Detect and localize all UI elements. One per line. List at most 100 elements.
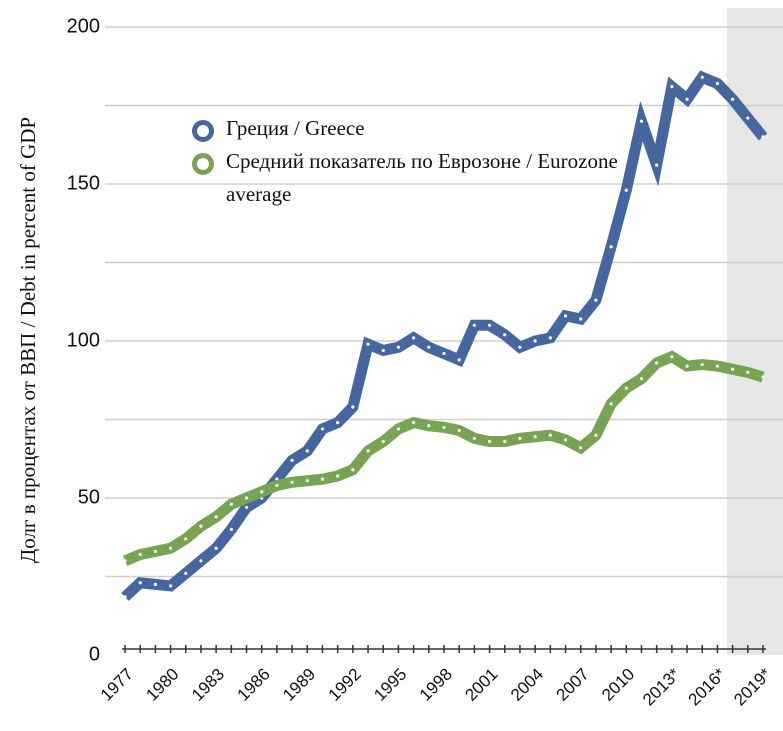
point-dot [123, 595, 127, 599]
point-dot [351, 468, 355, 472]
point-dot [533, 339, 537, 343]
x-tick-label: 1989 [279, 665, 319, 705]
point-dot [685, 97, 689, 101]
point-dot [351, 405, 355, 409]
x-tick-label: 1980 [142, 665, 182, 705]
point-dot [548, 336, 552, 340]
point-dot [184, 537, 188, 541]
point-dot [761, 135, 765, 139]
y-tick-label: 0 [89, 643, 100, 665]
point-dot [290, 458, 294, 462]
point-dot [442, 351, 446, 356]
point-dot [563, 438, 568, 442]
point-dot [153, 549, 157, 553]
x-tick-label: 2016* [685, 664, 730, 709]
point-dot [472, 436, 476, 440]
x-tick-label: 2010 [598, 665, 638, 705]
point-dot [184, 571, 188, 575]
point-dot [381, 439, 385, 444]
point-dot [412, 336, 416, 340]
point-dot [487, 439, 492, 444]
point-dot [731, 97, 735, 101]
point-dot [336, 474, 340, 478]
point-dot [579, 317, 583, 321]
point-dot [639, 377, 644, 381]
y-tick-label: 50 [78, 486, 100, 508]
series-line [122, 350, 765, 566]
point-dot [655, 361, 659, 365]
point-dot [336, 421, 340, 425]
point-dot [487, 323, 492, 327]
point-dot [715, 81, 720, 86]
legend: Греция / Greece Средний показатель по Евр… [190, 112, 650, 211]
point-dot [746, 116, 750, 120]
point-dot [275, 483, 279, 488]
point-dot [427, 424, 431, 428]
point-dot [290, 480, 294, 484]
point-dot [168, 546, 173, 550]
point-dot [229, 502, 233, 506]
point-dot [503, 439, 507, 444]
point-dot [396, 427, 401, 431]
x-tick-label: 1992 [325, 665, 365, 705]
point-dot [214, 515, 218, 519]
x-tick-label: 2013* [639, 664, 684, 709]
point-dot [715, 364, 720, 368]
point-dot [138, 552, 142, 557]
point-dot [199, 524, 203, 528]
legend-marker [192, 153, 214, 175]
point-dot [168, 584, 173, 588]
x-tick-label: 1995 [370, 665, 410, 705]
point-dot [670, 85, 674, 89]
point-dot [260, 490, 264, 494]
x-tick-label: 1983 [188, 665, 228, 705]
point-dot [655, 163, 659, 167]
point-dot [624, 188, 628, 192]
legend-entry: Средний показатель по Еврозоне / Eurozon… [190, 145, 650, 211]
point-dot [214, 546, 218, 550]
point-dot [685, 364, 689, 368]
y-axis-label: Долг в процентах от ВВП / Debt in percen… [16, 117, 40, 563]
point-dot [700, 75, 704, 79]
y-tick-label: 150 [67, 172, 100, 194]
point-dot [518, 436, 522, 440]
point-dot [305, 449, 309, 453]
point-dot [503, 333, 507, 337]
point-dot [381, 348, 385, 353]
point-dot [609, 245, 613, 249]
point-dot [594, 433, 598, 437]
point-dot [427, 345, 431, 349]
point-dot [624, 386, 628, 390]
point-dot [396, 345, 401, 349]
point-dot [244, 496, 249, 500]
point-dot [457, 428, 461, 433]
point-dot [123, 559, 127, 563]
x-tick-label: 1986 [234, 665, 274, 705]
point-dot [731, 367, 735, 371]
point-dot [366, 342, 370, 346]
point-dot [761, 375, 765, 379]
x-tick-label: 1998 [416, 665, 456, 705]
point-dot [548, 433, 552, 437]
point-dot [472, 323, 476, 327]
point-dot [138, 581, 142, 585]
point-dot [320, 477, 325, 481]
point-dot [366, 449, 370, 453]
point-dot [305, 479, 309, 483]
point-dot [244, 505, 249, 510]
x-tick-label: 2001 [461, 665, 501, 705]
point-dot [229, 527, 233, 532]
point-dot [563, 314, 568, 318]
x-tick-label: 2007 [553, 665, 593, 705]
point-dot [153, 582, 157, 586]
point-dot [746, 370, 750, 374]
point-dot [533, 435, 537, 439]
x-tick-label: 2004 [507, 665, 547, 705]
legend-entry: Греция / Greece [190, 112, 650, 145]
legend-label: Средний показатель по Еврозоне / Eurozon… [226, 149, 618, 206]
x-tick-label: 1977 [97, 665, 137, 705]
point-dot [609, 402, 613, 406]
point-dot [412, 421, 416, 425]
point-dot [320, 427, 325, 431]
